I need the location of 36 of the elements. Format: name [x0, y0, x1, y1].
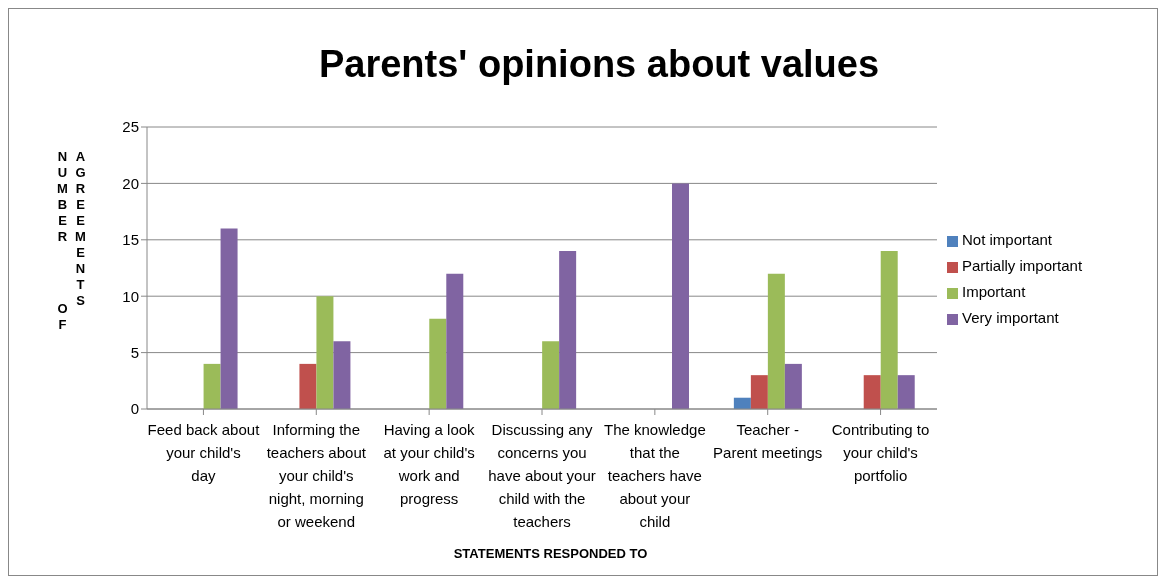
bar — [767, 273, 785, 409]
x-tick-label: Having a look at your child's work and progress — [383, 421, 476, 507]
x-tick-label: Contributing to your child's portfolio — [831, 421, 930, 484]
bar — [542, 341, 560, 409]
y-tick-label: 5 — [130, 343, 139, 361]
x-tick-label: Discussing any concerns you have about your child with the teachers — [488, 421, 596, 530]
y-tick-label: 15 — [122, 231, 139, 249]
bar — [446, 273, 464, 409]
chart-title: Parents' opinions about values — [317, 43, 881, 86]
bar — [299, 363, 317, 409]
bar — [863, 375, 881, 409]
legend-label: Partially important — [962, 257, 1083, 274]
x-axis-title: STATEMENTS RESPONDED TO — [452, 546, 649, 561]
bar — [203, 363, 221, 409]
legend-label: Very important — [962, 309, 1059, 326]
bar — [333, 341, 351, 409]
legend-label: Important — [962, 283, 1026, 300]
bar — [429, 318, 447, 409]
y-tick-label: 20 — [122, 174, 139, 192]
bar — [316, 296, 334, 409]
y-axis-title: NUMBER OF AGREEMENTS — [54, 149, 89, 335]
bar — [220, 228, 238, 409]
y-tick-label: 25 — [122, 118, 139, 136]
bar — [672, 183, 689, 409]
x-tick-label: Feed back about your child's day — [147, 421, 261, 484]
legend-label: Not important — [962, 231, 1053, 248]
x-tick-label: Informing the teachers about your child's night, morning or weekend — [266, 421, 367, 530]
bar — [784, 363, 802, 409]
bar — [880, 251, 898, 409]
bar — [897, 375, 915, 409]
y-tick-label: 0 — [130, 400, 139, 418]
bar — [750, 375, 768, 409]
x-tick-label: The knowledge that the teachers have about your child — [603, 421, 706, 530]
bar — [559, 251, 577, 409]
y-tick-label: 10 — [122, 287, 139, 305]
x-tick-label: Teacher - Parent meetings — [713, 421, 823, 461]
